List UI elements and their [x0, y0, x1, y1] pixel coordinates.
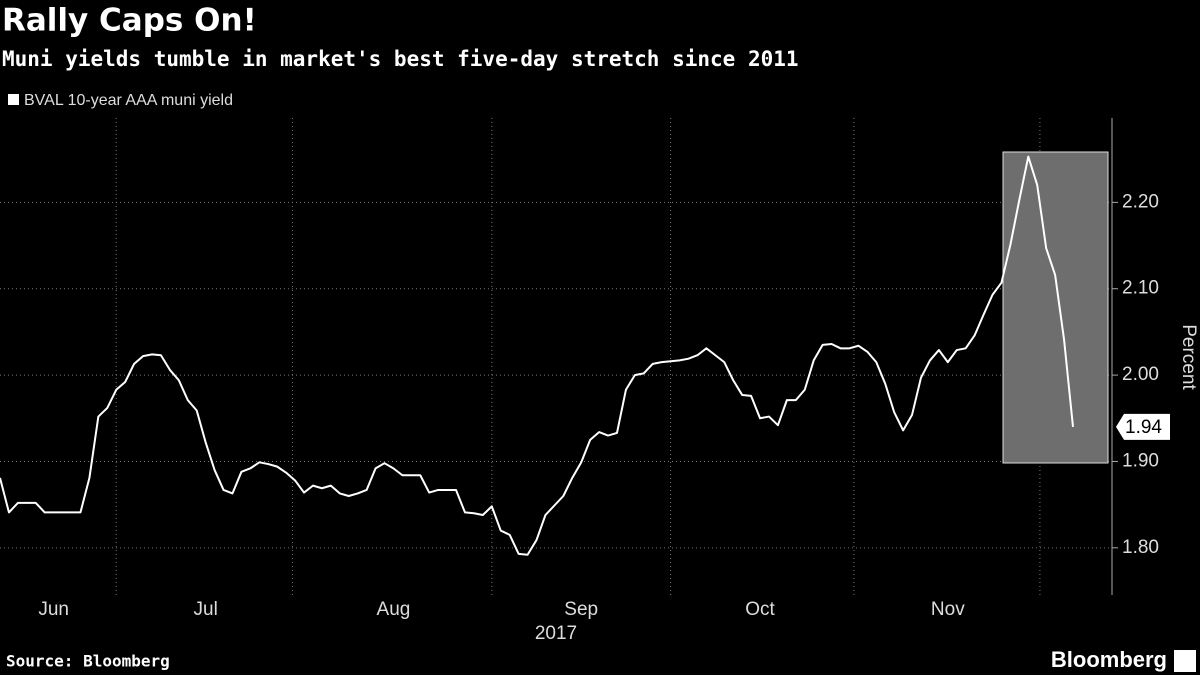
- y-tick-label: 1.80: [1122, 537, 1159, 558]
- highlight-box: [1002, 151, 1109, 464]
- legend-swatch: [8, 94, 19, 105]
- x-tick-label: Aug: [377, 599, 411, 620]
- x-tick-label: Jun: [38, 599, 69, 620]
- y-axis-label: Percent: [1178, 324, 1199, 390]
- brand: Bloomberg: [1051, 647, 1167, 672]
- chart-subtitle: Muni yields tumble in market's best five…: [2, 47, 799, 71]
- line-series: [0, 155, 1074, 556]
- x-tick-label: Oct: [745, 599, 775, 620]
- x-tick-label: Sep: [564, 599, 598, 620]
- last-value-label: 1.94: [1125, 417, 1162, 438]
- chart-title: Rally Caps On!: [2, 3, 257, 39]
- y-tick-label: 2.10: [1122, 278, 1159, 299]
- brand-icon: [1174, 650, 1196, 672]
- x-tick-label: Jul: [194, 599, 218, 620]
- x-axis-label: 2017: [535, 623, 577, 644]
- y-tick-label: 1.90: [1122, 450, 1159, 471]
- y-tick-label: 2.20: [1122, 191, 1159, 212]
- x-tick-label: Nov: [931, 599, 965, 620]
- y-tick-label: 2.00: [1122, 364, 1159, 385]
- legend-label: BVAL 10-year AAA muni yield: [24, 92, 233, 109]
- source: Source: Bloomberg: [6, 652, 170, 671]
- last-value-tag: [1116, 413, 1170, 440]
